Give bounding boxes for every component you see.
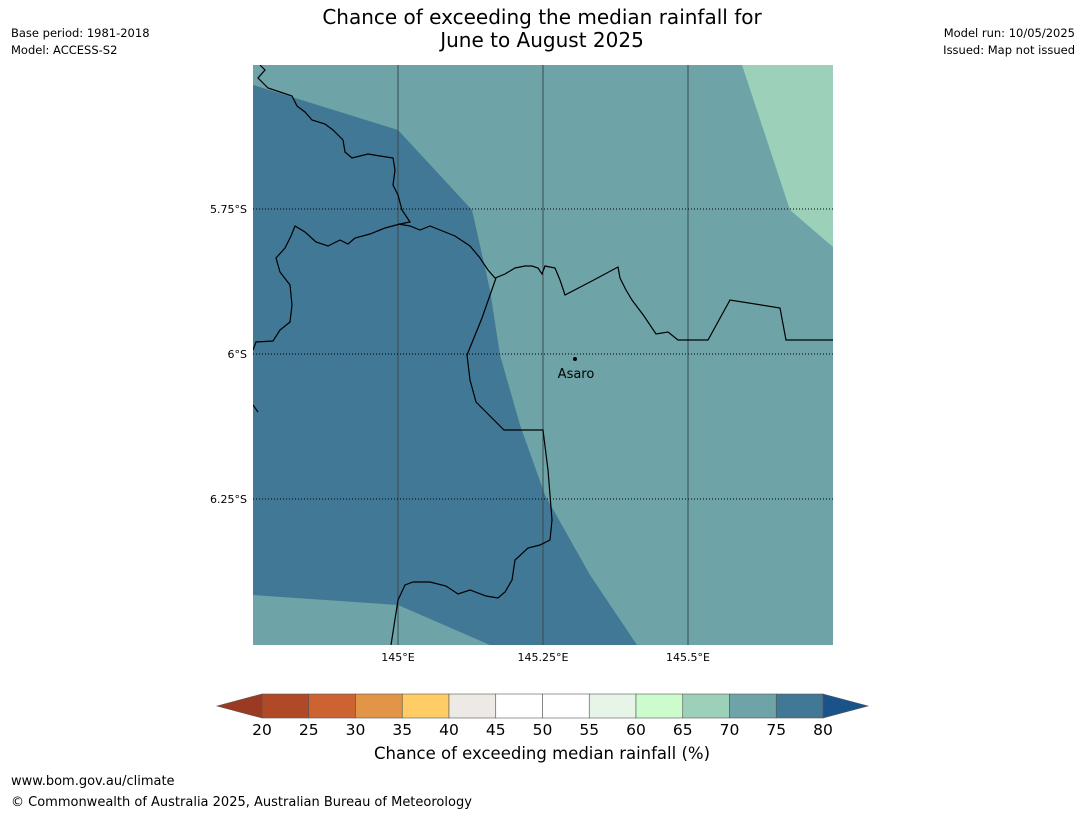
legend-bin-65-70: [682, 693, 730, 719]
model-run-text: Model run: 10/05/2025: [943, 26, 1075, 40]
lon-label-145-5: 145.5°E: [666, 651, 710, 664]
legend-bin-60-65: [635, 693, 684, 719]
legend-tick-30: 30: [346, 721, 366, 739]
province-boundaries: [253, 65, 833, 645]
fill-75-80-region: [253, 85, 637, 645]
legend-bins: [261, 693, 824, 719]
legend-bin-40-45: [448, 693, 497, 719]
parallel-lines: [253, 208, 833, 500]
place-marker-asaro[interactable]: [573, 357, 577, 361]
legend-tick-35: 35: [392, 721, 412, 739]
lat-label-6-25: 6.25°S: [210, 493, 247, 506]
lon-label-145-25: 145.25°E: [518, 651, 569, 664]
meridian-lines: [397, 65, 689, 645]
model-text: Model: ACCESS-S2: [11, 43, 118, 57]
lon-axis-labels: 145°E 145.25°E 145.5°E: [381, 651, 710, 664]
legend-bin-55-60: [588, 693, 637, 719]
legend-bin-30-35: [355, 693, 403, 719]
lat-label-5-75: 5.75°S: [210, 203, 247, 216]
base-period-text: Base period: 1981-2018: [11, 26, 150, 40]
legend-tick-labels: 20 25 30 35 40 45 50 55 60 65 70 75 80: [252, 721, 833, 739]
lat-label-6: 6°S: [228, 348, 247, 361]
meta-right: Model run: 10/05/2025 Issued: Map not is…: [943, 25, 1075, 59]
lon-label-145: 145°E: [381, 651, 414, 664]
legend-tick-70: 70: [720, 721, 740, 739]
issued-text: Issued: Map not issued: [943, 43, 1075, 57]
footer-copyright: © Commonwealth of Australia 2025, Austra…: [11, 795, 472, 810]
lat-axis-labels: 5.75°S 6°S 6.25°S: [210, 203, 247, 506]
legend-bin-25-30: [308, 693, 356, 719]
legend-under-arrow: [215, 693, 263, 719]
map-title-line1: Chance of exceeding the median rainfall …: [322, 5, 762, 29]
legend-bin-35-40: [401, 693, 450, 719]
legend-tick-50: 50: [533, 721, 553, 739]
legend-tick-60: 60: [626, 721, 646, 739]
place-label-asaro: Asaro: [558, 367, 595, 382]
legend-tick-75: 75: [766, 721, 786, 739]
meta-left: Base period: 1981-2018 Model: ACCESS-S2: [11, 25, 150, 59]
legend-bin-50-55: [542, 693, 590, 719]
legend-bin-45-50: [495, 693, 543, 719]
legend-bin-20-25: [261, 693, 310, 719]
legend-tick-40: 40: [439, 721, 459, 739]
legend-tick-65: 65: [673, 721, 693, 739]
legend-colorbar: 20 25 30 35 40 45 50 55 60 65 70 75 80: [215, 693, 870, 739]
boundary-edge-left: [253, 404, 259, 413]
footer-url[interactable]: www.bom.gov.au/climate: [11, 774, 175, 789]
fill-65-70-region: [742, 65, 833, 247]
legend-label: Chance of exceeding median rainfall (%): [373, 744, 711, 763]
legend-over-arrow: [822, 693, 870, 719]
boundary-southwest: [390, 277, 553, 645]
map-title-line2: June to August 2025: [440, 28, 644, 52]
legend-bin-75-80: [775, 693, 824, 719]
legend-tick-45: 45: [486, 721, 506, 739]
boundary-central: [397, 223, 833, 341]
legend-bin-70-75: [729, 693, 777, 719]
legend-tick-25: 25: [299, 721, 319, 739]
map-area[interactable]: [253, 65, 833, 645]
legend-tick-80: 80: [813, 721, 833, 739]
legend-tick-55: 55: [579, 721, 599, 739]
boundary-northwest: [253, 65, 411, 351]
map-title: Chance of exceeding the median rainfall …: [242, 6, 842, 52]
legend-tick-20: 20: [252, 721, 272, 739]
